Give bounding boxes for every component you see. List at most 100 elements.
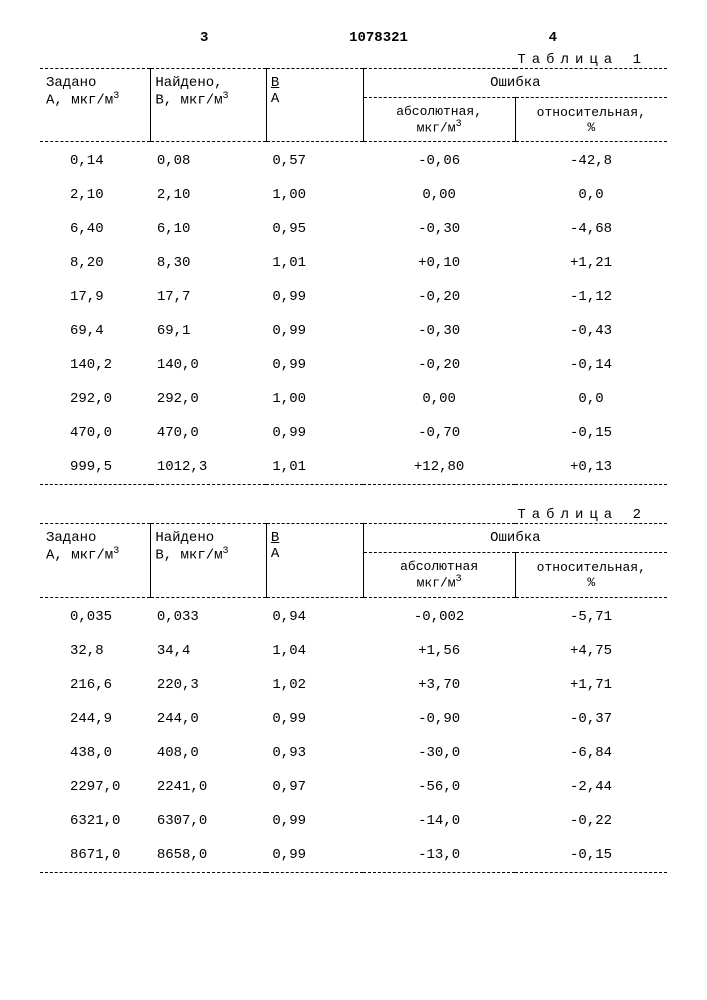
table-row: 0,140,080,57-0,06-42,8 [40,144,667,178]
cell: -0,30 [363,212,515,246]
table-row: 292,0292,01,000,000,0 [40,382,667,416]
cell: 1012,3 [151,450,267,485]
table-row: 140,2140,00,99-0,20-0,14 [40,348,667,382]
cell: -0,70 [363,416,515,450]
cell: 292,0 [151,382,267,416]
page-left: 3 [200,30,208,46]
cell: 0,00 [363,178,515,212]
cell: 6307,0 [151,804,267,838]
table-2: ЗаданоА, мкг/м3 НайденоВ, мкг/м3 BA Ошиб… [40,523,667,874]
cell: 220,3 [151,668,267,702]
cell: +0,10 [363,246,515,280]
page-number-row: 3 1078321 4 [40,30,667,46]
cell: 6,10 [151,212,267,246]
table-row: 32,834,41,04+1,56+4,75 [40,634,667,668]
th-error-2: Ошибка [363,524,667,553]
table-row: 470,0470,00,99-0,70-0,15 [40,416,667,450]
cell: 438,0 [40,736,151,770]
cell: 1,04 [266,634,363,668]
table-row: 17,917,70,99-0,20-1,12 [40,280,667,314]
table-row: 6,406,100,95-0,30-4,68 [40,212,667,246]
cell: 0,08 [151,144,267,178]
cell: 2,10 [151,178,267,212]
cell: 0,99 [266,314,363,348]
th-zadano-2: ЗаданоА, мкг/м3 [40,524,151,597]
cell: 0,94 [266,600,363,634]
table-2-block: Таблица 2 ЗаданоА, мкг/м3 НайденоВ, мкг/… [40,507,667,874]
cell: +1,71 [515,668,667,702]
cell: -6,84 [515,736,667,770]
cell: 34,4 [151,634,267,668]
cell: 0,93 [266,736,363,770]
cell: 2241,0 [151,770,267,804]
cell: 292,0 [40,382,151,416]
cell: 1,00 [266,178,363,212]
table-1-title: Таблица 1 [40,52,667,68]
cell: 0,99 [266,348,363,382]
cell: -0,30 [363,314,515,348]
cell: 8671,0 [40,838,151,873]
table-1-block: Таблица 1 ЗаданоА, мкг/м3 Найдено,В, мкг… [40,52,667,487]
cell: -0,20 [363,280,515,314]
cell: 17,7 [151,280,267,314]
cell: +0,13 [515,450,667,485]
cell: 0,99 [266,804,363,838]
cell: 69,1 [151,314,267,348]
table-row: 8671,08658,00,99-13,0-0,15 [40,838,667,873]
cell: 0,99 [266,702,363,736]
th-abs-2: абсолютнаямкг/м3 [363,553,515,597]
cell: -1,12 [515,280,667,314]
cell: 1,01 [266,450,363,485]
cell: 6321,0 [40,804,151,838]
cell: -14,0 [363,804,515,838]
cell: -13,0 [363,838,515,873]
cell: 17,9 [40,280,151,314]
cell: -0,15 [515,416,667,450]
table-row: 244,9244,00,99-0,90-0,37 [40,702,667,736]
cell: 244,0 [151,702,267,736]
table-row: 69,469,10,99-0,30-0,43 [40,314,667,348]
th-rel-2: относительная,% [515,553,667,597]
cell: 0,0 [515,178,667,212]
th-zadano: ЗаданоА, мкг/м3 [40,69,151,142]
cell: -0,37 [515,702,667,736]
th-abs: абсолютная,мкг/м3 [363,98,515,142]
cell: -5,71 [515,600,667,634]
cell: 408,0 [151,736,267,770]
table-row: 216,6220,31,02+3,70+1,71 [40,668,667,702]
cell: 0,97 [266,770,363,804]
cell: -0,14 [515,348,667,382]
cell: 244,9 [40,702,151,736]
th-naideno-2: НайденоВ, мкг/м3 [151,524,267,597]
cell: 0,99 [266,838,363,873]
cell: 8,30 [151,246,267,280]
cell: 2,10 [40,178,151,212]
th-naideno: Найдено,В, мкг/м3 [151,69,267,142]
cell: 140,0 [151,348,267,382]
cell: -0,15 [515,838,667,873]
th-rel: относительная,% [515,98,667,142]
cell: 1,02 [266,668,363,702]
th-ratio-2: BA [266,524,363,597]
cell: 0,00 [363,382,515,416]
cell: 2297,0 [40,770,151,804]
table-row: 438,0408,00,93-30,0-6,84 [40,736,667,770]
cell: 999,5 [40,450,151,485]
cell: +4,75 [515,634,667,668]
table-1: ЗаданоА, мкг/м3 Найдено,В, мкг/м3 BA Оши… [40,68,667,487]
cell: -0,22 [515,804,667,838]
cell: 6,40 [40,212,151,246]
cell: -4,68 [515,212,667,246]
cell: -0,06 [363,144,515,178]
doc-number: 1078321 [208,30,548,46]
cell: 470,0 [40,416,151,450]
table-row: 6321,06307,00,99-14,0-0,22 [40,804,667,838]
table-row: 0,0350,0330,94-0,002-5,71 [40,600,667,634]
th-error: Ошибка [363,69,667,98]
cell: 0,99 [266,416,363,450]
table-2-title: Таблица 2 [40,507,667,523]
cell: 140,2 [40,348,151,382]
cell: -0,20 [363,348,515,382]
table-row: 8,208,301,01+0,10+1,21 [40,246,667,280]
cell: -0,90 [363,702,515,736]
